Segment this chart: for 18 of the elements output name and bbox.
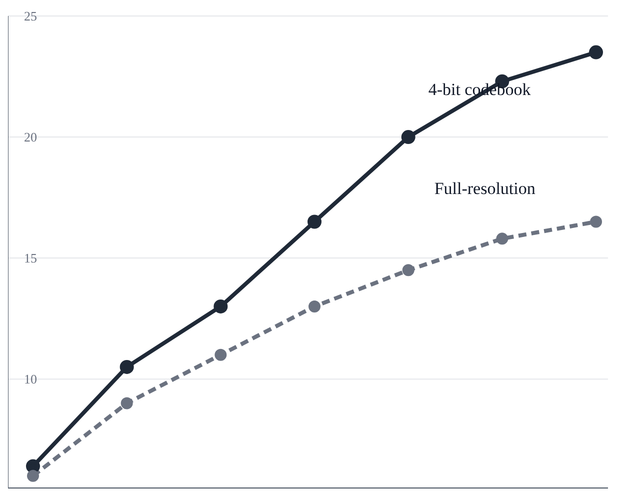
series-label: Full-resolution (434, 179, 536, 198)
point (214, 348, 227, 361)
point (120, 360, 134, 374)
y-tick-label: 20 (24, 130, 37, 145)
point (308, 214, 322, 229)
point (308, 300, 320, 312)
y-tick-label: 15 (24, 250, 37, 266)
y-tick-label: 10 (24, 372, 37, 387)
point (26, 459, 40, 474)
point (27, 470, 39, 482)
point (214, 299, 228, 314)
point (496, 232, 508, 245)
point (402, 264, 414, 276)
point (590, 216, 602, 228)
point (120, 397, 133, 410)
point (589, 45, 603, 60)
point (401, 130, 416, 144)
y-tick-label: 25 (24, 8, 37, 24)
